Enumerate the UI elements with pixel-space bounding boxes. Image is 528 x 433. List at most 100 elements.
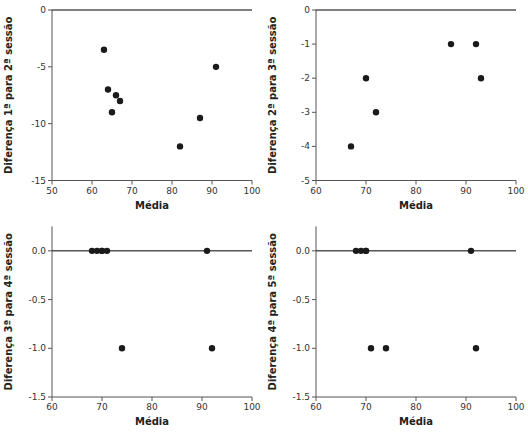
y-tick bbox=[48, 180, 52, 181]
point bbox=[348, 143, 354, 149]
x-tick-label: 60 bbox=[310, 402, 322, 412]
y-tick bbox=[48, 397, 52, 398]
plot-area bbox=[52, 10, 252, 150]
point bbox=[468, 248, 474, 254]
point bbox=[363, 75, 369, 81]
x-tick-label: 50 bbox=[46, 186, 58, 196]
plot-area bbox=[316, 248, 516, 352]
plot-area bbox=[52, 248, 252, 352]
point bbox=[197, 115, 203, 121]
y-tick bbox=[312, 299, 316, 300]
x-tick bbox=[202, 397, 203, 401]
panel: 60 70 80 90 100 0 -1 -2 -3 -4 -5 Média Diferença 2ª … bbox=[267, 5, 525, 211]
y-tick bbox=[48, 348, 52, 349]
y-tick bbox=[48, 299, 52, 300]
point bbox=[204, 248, 210, 254]
y-tick-label: -5 bbox=[37, 62, 46, 72]
x-tick bbox=[366, 397, 367, 401]
point bbox=[177, 143, 183, 149]
x-tick bbox=[132, 181, 133, 185]
y-tick-label: -10 bbox=[31, 119, 46, 129]
point bbox=[478, 75, 484, 81]
x-tick-label: 100 bbox=[507, 186, 524, 196]
point bbox=[113, 92, 119, 98]
x-tick bbox=[152, 397, 153, 401]
x-tick-label: 70 bbox=[360, 186, 372, 196]
x-tick bbox=[316, 397, 317, 401]
point bbox=[105, 86, 111, 92]
x-tick-label: 60 bbox=[86, 186, 98, 196]
y-tick bbox=[312, 78, 316, 79]
point bbox=[213, 64, 219, 70]
y-tick-label: -2 bbox=[301, 73, 310, 83]
x-tick bbox=[92, 181, 93, 185]
panel: 50607080901000-5-10-15MédiaDiferença 1ª … bbox=[3, 5, 261, 211]
y-axis-label: Diferença 4ª para 5ª sessão bbox=[267, 233, 278, 390]
y-tick-label: 0 bbox=[40, 5, 46, 15]
x-axis-label: Média bbox=[399, 200, 433, 211]
point bbox=[363, 248, 369, 254]
x-tick-label: 60 bbox=[310, 186, 322, 196]
x-tick bbox=[466, 397, 467, 401]
point bbox=[363, 248, 369, 254]
x-tick bbox=[52, 181, 53, 185]
panel: 607080901000.0-0.5-1.0-1.5MédiaDiferença… bbox=[267, 227, 525, 428]
x-axis-label: Média bbox=[135, 416, 169, 427]
point bbox=[209, 345, 215, 351]
y-tick-label: -4 bbox=[301, 141, 310, 151]
x-tick bbox=[102, 397, 103, 401]
plot-area bbox=[316, 10, 516, 150]
x-tick-label: 80 bbox=[410, 402, 422, 412]
point bbox=[104, 248, 110, 254]
x-tick-label: 90 bbox=[460, 186, 472, 196]
x-tick bbox=[416, 397, 417, 401]
y-tick bbox=[312, 10, 316, 11]
y-axis-label: Diferença 2ª para 3ª sessão bbox=[267, 16, 278, 173]
y-axis-line bbox=[316, 227, 317, 398]
x-tick bbox=[172, 181, 173, 185]
x-tick-label: 70 bbox=[126, 186, 138, 196]
x-tick bbox=[516, 181, 517, 185]
x-tick-label: 80 bbox=[410, 186, 422, 196]
y-axis-line bbox=[52, 227, 53, 398]
y-tick bbox=[48, 123, 52, 124]
x-tick-label: 60 bbox=[46, 402, 58, 412]
y-axis-line bbox=[316, 10, 317, 181]
point bbox=[373, 109, 379, 115]
x-tick bbox=[316, 181, 317, 185]
x-tick-label: 90 bbox=[196, 402, 208, 412]
y-tick bbox=[312, 180, 316, 181]
point bbox=[109, 109, 115, 115]
y-tick-label: -3 bbox=[301, 107, 310, 117]
x-tick-label: 90 bbox=[206, 186, 218, 196]
point bbox=[448, 41, 454, 47]
reference-line bbox=[52, 10, 252, 11]
y-tick bbox=[48, 250, 52, 251]
x-axis-label: Média bbox=[399, 416, 433, 427]
y-tick bbox=[48, 10, 52, 11]
y-tick-label: 0.0 bbox=[296, 246, 311, 256]
figure: 50607080901000-5-10-15MédiaDiferença 1ª … bbox=[0, 0, 528, 433]
y-tick-label: -1 bbox=[301, 39, 310, 49]
y-tick-label: 0 bbox=[304, 5, 310, 15]
y-tick-label: -1.5 bbox=[28, 392, 46, 402]
y-tick-label: -1.5 bbox=[292, 392, 310, 402]
x-tick-label: 80 bbox=[166, 186, 178, 196]
point bbox=[117, 98, 123, 104]
reference-line bbox=[52, 250, 252, 251]
reference-line bbox=[316, 10, 516, 11]
y-tick-label: -5 bbox=[301, 176, 310, 186]
reference-line bbox=[316, 250, 516, 251]
x-tick bbox=[466, 181, 467, 185]
x-axis-line bbox=[52, 180, 252, 181]
point bbox=[119, 345, 125, 351]
x-tick bbox=[252, 181, 253, 185]
x-tick-label: 80 bbox=[146, 402, 158, 412]
y-tick-label: -0.5 bbox=[292, 295, 310, 305]
x-tick-label: 70 bbox=[96, 402, 108, 412]
y-tick bbox=[312, 250, 316, 251]
x-tick bbox=[52, 397, 53, 401]
y-axis-label: Diferença 1ª para 2ª sessão bbox=[3, 16, 14, 173]
point bbox=[101, 47, 107, 53]
x-tick bbox=[366, 181, 367, 185]
